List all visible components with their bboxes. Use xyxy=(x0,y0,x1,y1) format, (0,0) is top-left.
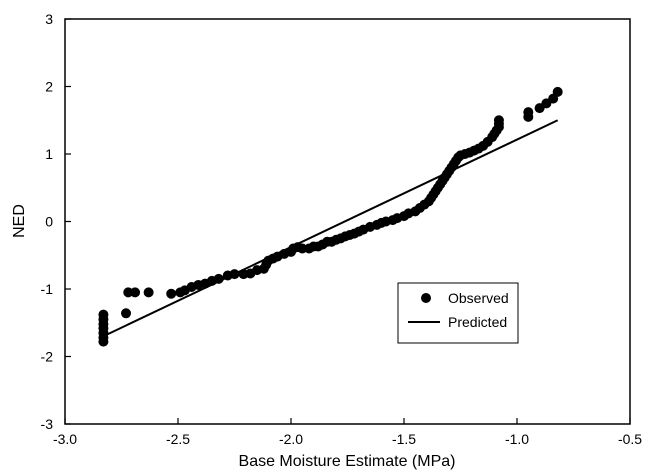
legend: Observed Predicted xyxy=(397,282,519,344)
predicted-line xyxy=(102,119,559,338)
x-tick-label: -1.0 xyxy=(505,431,529,447)
x-tick-label: -3.0 xyxy=(53,431,77,447)
x-tick-label: -2.0 xyxy=(279,431,303,447)
y-tick-label: -1 xyxy=(41,281,54,297)
y-tick-label: 0 xyxy=(45,214,53,230)
legend-observed-marker xyxy=(421,293,431,303)
y-tick-label: 2 xyxy=(45,79,53,95)
x-tick-label: -1.5 xyxy=(392,431,416,447)
observed-point xyxy=(98,336,109,347)
observed-point xyxy=(121,308,132,319)
y-tick-label: 3 xyxy=(45,11,53,27)
y-axis-title: NED xyxy=(11,204,28,238)
plot-area xyxy=(64,18,631,425)
observed-point xyxy=(166,288,177,299)
observed-point xyxy=(130,287,141,298)
observed-point xyxy=(493,115,504,126)
observed-point xyxy=(213,273,224,284)
observed-point xyxy=(523,107,534,118)
observed-point xyxy=(229,269,240,280)
series-layer xyxy=(98,86,563,347)
legend-box xyxy=(397,282,519,344)
legend-predicted-label: Predicted xyxy=(448,314,507,330)
observed-point xyxy=(143,287,154,298)
observed-point xyxy=(552,86,563,97)
x-axis-title: Base Moisture Estimate (MPa) xyxy=(239,453,456,470)
y-tick-label: -2 xyxy=(41,349,54,365)
x-tick-label: -2.5 xyxy=(166,431,190,447)
legend-observed-label: Observed xyxy=(448,290,509,306)
y-tick-label: 1 xyxy=(45,146,53,162)
x-tick-label: -0.5 xyxy=(618,431,642,447)
x-axis: -3.0 -2.5 -2.0 -1.5 -1.0 -0.5 xyxy=(53,418,642,447)
y-tick-label: -3 xyxy=(41,416,54,432)
y-axis: -3 -2 -1 0 1 2 3 xyxy=(41,11,71,432)
